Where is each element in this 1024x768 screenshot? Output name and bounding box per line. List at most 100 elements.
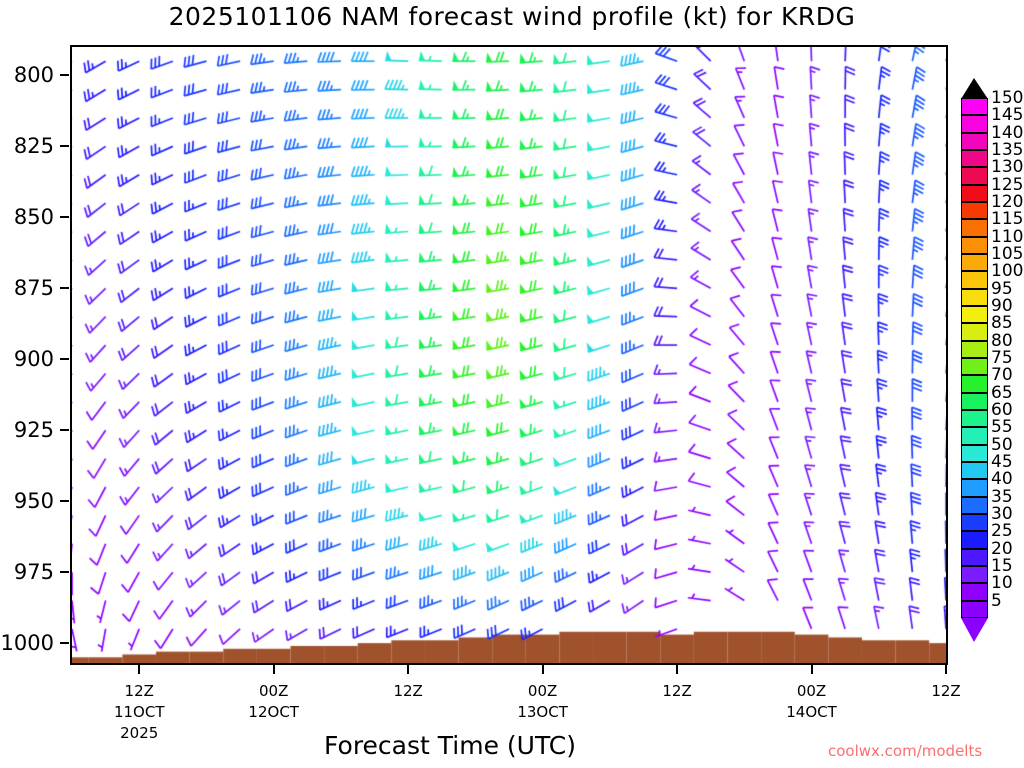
wind-speed-colorbar: 5 10 15 20 25 30 35 40 45 50 55 60 65 70 75 80 85 90 95 100…	[961, 88, 1023, 618]
pressure-tick-label: 1000	[0, 631, 54, 656]
time-tick	[138, 665, 141, 674]
colorbar-tick-label: 25	[991, 521, 1013, 542]
colorbar-tick-label: 55	[991, 417, 1013, 438]
colorbar-tick-label: 105	[991, 244, 1024, 264]
colorbar-swatch	[961, 375, 988, 393]
watermark: coolwx.com/modelts	[828, 742, 983, 760]
colorbar-swatch	[961, 288, 988, 306]
colorbar-swatch	[961, 479, 988, 497]
colorbar-swatch	[961, 548, 988, 566]
colorbar-tick-label: 30	[991, 504, 1013, 524]
colorbar-swatch	[961, 202, 988, 220]
colorbar-swatch	[961, 306, 988, 324]
pressure-tick-label: 800	[13, 63, 54, 88]
colorbar-tick-label: 60	[991, 400, 1013, 420]
colorbar-tick-label: 50	[991, 434, 1013, 455]
colorbar-swatch	[961, 167, 988, 185]
pressure-tick	[60, 642, 69, 645]
time-tick-hour-label: 00Z	[527, 682, 558, 700]
colorbar-swatch	[961, 531, 988, 549]
pressure-axis: 800 825 850 875 900 925 950 975 1000	[0, 0, 69, 768]
pressure-tick-label: 900	[13, 347, 54, 372]
colorbar-tick-label: 65	[991, 382, 1013, 403]
xaxis-title: Forecast Time (UTC)	[324, 731, 576, 760]
colorbar-swatch	[961, 98, 988, 116]
pressure-tick-label: 925	[13, 418, 54, 443]
colorbar-swatch	[961, 132, 988, 150]
pressure-tick	[60, 500, 69, 503]
time-tick-day-label: 11OCT	[113, 703, 165, 721]
colorbar-swatch	[961, 427, 988, 445]
colorbar-swatch	[961, 410, 988, 428]
pressure-tick	[60, 216, 69, 219]
time-axis-year-label: 2025	[120, 724, 159, 742]
colorbar-over-arrow-icon	[961, 78, 988, 99]
colorbar-tick-label: 110	[991, 226, 1024, 247]
colorbar-tick-label: 100	[991, 261, 1024, 282]
pressure-tick	[60, 74, 69, 77]
colorbar-tick-label: 85	[991, 313, 1013, 334]
colorbar-tick-label: 120	[991, 192, 1024, 212]
colorbar-swatch	[961, 115, 988, 133]
colorbar-tick-label: 135	[991, 140, 1024, 160]
time-tick-hour-label: 00Z	[259, 682, 289, 700]
colorbar-tick-label: 140	[991, 122, 1024, 143]
colorbar-tick-label: 40	[991, 469, 1013, 490]
colorbar-swatch	[961, 340, 988, 358]
colorbar-tick-label: 10	[991, 573, 1013, 594]
colorbar-tick-label: 90	[991, 296, 1013, 316]
time-tick-hour-label: 00Z	[796, 682, 827, 700]
time-tick	[945, 665, 947, 674]
time-tick	[810, 665, 813, 674]
colorbar-tick-label: 5	[991, 590, 1002, 611]
colorbar-tick-label: 130	[991, 157, 1024, 178]
colorbar-swatch	[961, 392, 988, 410]
colorbar-tick-label: 115	[991, 209, 1024, 230]
time-tick	[272, 665, 275, 674]
pressure-tick-label: 875	[13, 276, 54, 301]
colorbar-swatch	[961, 444, 988, 462]
colorbar-tick-label: 70	[991, 365, 1013, 386]
colorbar-swatch	[961, 219, 988, 237]
time-tick-day-label: 12OCT	[248, 703, 299, 721]
time-tick-day-label: 13OCT	[517, 703, 568, 721]
colorbar-under-arrow-icon	[961, 618, 988, 642]
time-tick	[541, 665, 544, 674]
colorbar-tick-label: 20	[991, 538, 1013, 559]
colorbar-tick-label: 35	[991, 486, 1013, 507]
pressure-tick	[60, 429, 69, 432]
colorbar-swatch	[961, 184, 988, 202]
colorbar-swatch	[961, 236, 988, 254]
colorbar-tick-label: 95	[991, 278, 1013, 299]
colorbar-swatch	[961, 514, 988, 532]
pressure-tick	[60, 571, 69, 574]
time-tick	[676, 665, 679, 674]
time-tick	[407, 665, 410, 674]
time-tick-hour-label: 12Z	[662, 682, 692, 700]
colorbar-swatch	[961, 358, 988, 376]
colorbar-tick-label: 45	[991, 452, 1013, 472]
pressure-tick-label: 825	[13, 134, 54, 159]
colorbar-tick-label: 75	[991, 348, 1013, 368]
colorbar-tick-label: 150	[991, 88, 1024, 108]
colorbar-tick-label: 145	[991, 105, 1024, 126]
colorbar-tick-label: 125	[991, 174, 1024, 195]
pressure-tick-label: 950	[13, 489, 54, 514]
colorbar-tick-label: 80	[991, 330, 1013, 351]
colorbar-tick-label: 15	[991, 556, 1013, 576]
pressure-tick	[60, 145, 69, 148]
colorbar-swatch	[961, 583, 988, 601]
time-tick-hour-label: 12Z	[931, 682, 961, 700]
pressure-tick	[60, 287, 69, 290]
time-tick-day-label: 14OCT	[786, 703, 837, 721]
pressure-tick-label: 975	[13, 560, 54, 585]
time-tick-hour-label: 12Z	[393, 682, 423, 700]
wind-profile-plot	[70, 45, 948, 665]
time-tick-hour-label: 12Z	[124, 682, 154, 700]
pressure-tick-label: 850	[13, 205, 54, 230]
page-title: 2025101106 NAM forecast wind profile (kt…	[168, 2, 856, 31]
wind-barb-layer	[72, 47, 946, 663]
colorbar-swatch	[961, 150, 988, 168]
colorbar-swatch	[961, 496, 988, 514]
colorbar-swatch	[961, 271, 988, 289]
